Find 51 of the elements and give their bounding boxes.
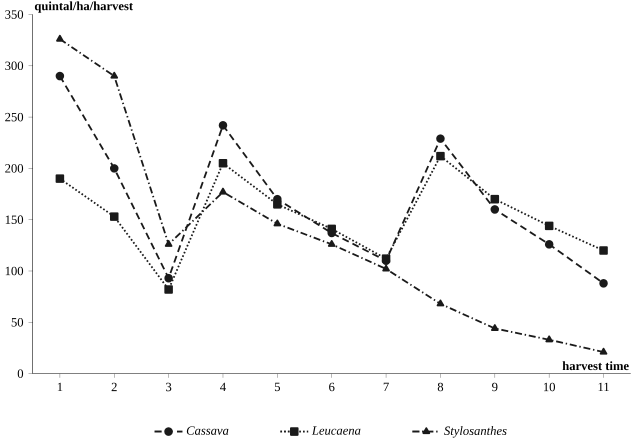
x-tick-label: 1	[58, 382, 62, 392]
y-tick-label: 150	[6, 216, 24, 224]
point	[436, 152, 445, 161]
point	[110, 212, 119, 222]
point	[56, 35, 64, 42]
point	[436, 300, 444, 307]
point	[56, 174, 64, 184]
point	[544, 222, 554, 230]
x-tick-label: 2	[112, 382, 117, 392]
x-tick-label: 7	[384, 382, 389, 392]
y-tick-label: 300	[5, 62, 24, 70]
point	[110, 164, 119, 173]
y-tick-label: 50	[12, 318, 24, 327]
legend-label: Stylosanthes	[444, 426, 507, 438]
x-tick-label: 5	[274, 382, 280, 392]
y-tick-label: 100	[6, 266, 24, 276]
point	[599, 279, 608, 288]
legend-label: Cassava	[186, 426, 228, 436]
x-tick-label: 9	[492, 382, 498, 392]
point	[218, 159, 228, 168]
point	[218, 121, 228, 130]
point	[56, 72, 64, 81]
x-tick-label: 10	[544, 382, 555, 392]
x-tick-label: 6	[329, 382, 334, 392]
point	[274, 220, 282, 227]
y-tick-label: 200	[5, 164, 24, 173]
legend-label: Leucaena	[312, 426, 360, 436]
y-tick-label: 350	[5, 10, 24, 19]
y-tick-label: 250	[5, 113, 24, 122]
point	[164, 240, 172, 248]
x-tick-label: 11	[598, 382, 609, 392]
x-tick-label: 3	[166, 382, 172, 392]
point	[219, 188, 227, 195]
point	[545, 336, 553, 343]
point	[164, 285, 173, 294]
x-axis-title: harvest time	[562, 361, 629, 370]
point	[544, 240, 554, 249]
point	[328, 240, 336, 248]
x-tick-label: 8	[438, 382, 444, 392]
point	[600, 348, 608, 355]
x-tick-label: 4	[220, 382, 226, 392]
point	[382, 264, 390, 272]
point	[436, 134, 445, 144]
point	[599, 246, 608, 255]
point	[490, 205, 500, 214]
point	[490, 324, 499, 332]
point	[490, 195, 500, 204]
y-axis-title: quintal/ha/harvest	[34, 2, 134, 14]
y-tick-label: 0	[18, 370, 24, 378]
point	[164, 274, 173, 283]
point	[110, 72, 118, 79]
